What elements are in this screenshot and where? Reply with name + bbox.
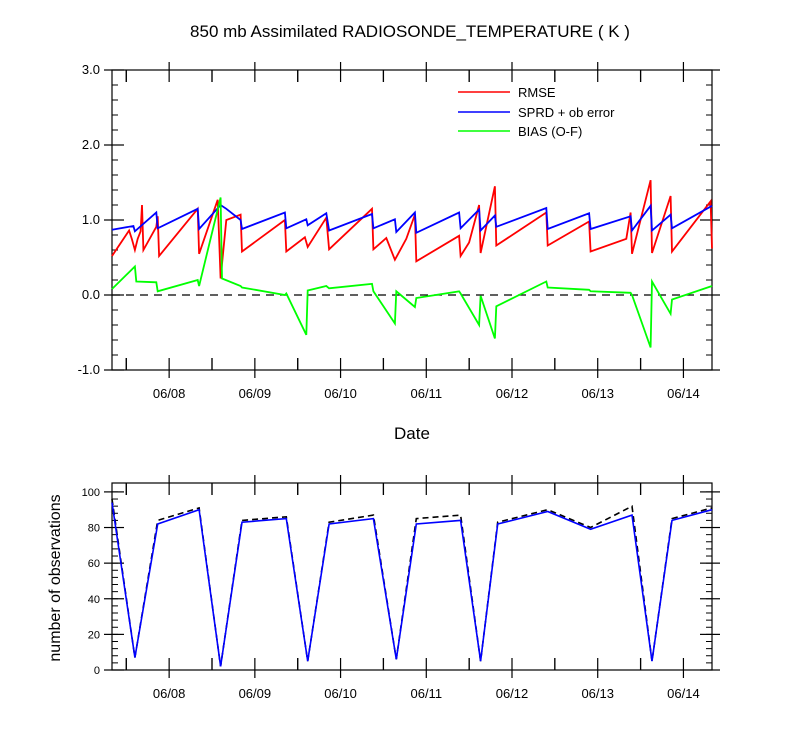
bot-y-tick-label-3: 60 bbox=[88, 558, 100, 570]
top-series-sprd-ob-error bbox=[111, 203, 713, 235]
top-y-tick-label-0: -1.0 bbox=[78, 362, 100, 377]
bottom-panel: 06/08 06/09 06/10 06/11 06/12 06/13 06/14 0 20 4… bbox=[47, 475, 720, 701]
bot-y-tick-label-5: 100 bbox=[82, 487, 100, 499]
y-axis-label-observations: number of observations bbox=[47, 494, 64, 661]
bot-x-tick-label-6: 06/14 bbox=[667, 686, 700, 701]
top-x-ticks: 06/08 06/09 06/10 06/11 06/12 06/13 06/14 bbox=[153, 62, 700, 401]
bot-series-assimilated bbox=[111, 502, 713, 667]
top-x-tick-label-4: 06/12 bbox=[496, 386, 529, 401]
bot-x-tick-label-5: 06/13 bbox=[581, 686, 614, 701]
top-y-tick-label-4: 3.0 bbox=[82, 62, 100, 77]
top-x-tick-label-3: 06/11 bbox=[410, 386, 442, 401]
legend-label-sprd: SPRD + ob error bbox=[518, 105, 615, 120]
bottom-x-ticks: 06/08 06/09 06/10 06/11 06/12 06/13 06/14 bbox=[153, 475, 700, 701]
bottom-y-ticks: 0 20 40 60 80 100 bbox=[82, 487, 720, 677]
top-y-tick-label-1: 0.0 bbox=[82, 287, 100, 302]
top-y-ticks: -1.0 0.0 1.0 2.0 3.0 bbox=[78, 62, 720, 377]
x-axis-label: Date bbox=[394, 424, 430, 443]
top-series-bias-o-f bbox=[111, 197, 713, 348]
bot-y-tick-label-1: 20 bbox=[88, 629, 100, 641]
bottom-plot-frame bbox=[111, 482, 713, 671]
chart-title: 850 mb Assimilated RADIOSONDE_TEMPERATUR… bbox=[190, 22, 630, 41]
bot-x-tick-label-1: 06/09 bbox=[239, 686, 272, 701]
top-x-tick-label-1: 06/09 bbox=[239, 386, 272, 401]
bot-x-tick-label-0: 06/08 bbox=[153, 686, 186, 701]
top-x-tick-label-6: 06/14 bbox=[667, 386, 700, 401]
top-y-tick-label-2: 1.0 bbox=[82, 212, 100, 227]
bot-y-tick-label-2: 40 bbox=[88, 594, 100, 606]
bot-x-tick-label-3: 06/11 bbox=[410, 686, 442, 701]
bot-y-tick-label-0: 0 bbox=[94, 665, 100, 677]
top-x-tick-label-0: 06/08 bbox=[153, 386, 186, 401]
legend: RMSE SPRD + ob error BIAS (O-F) bbox=[458, 85, 615, 139]
bottom-minor-ticks bbox=[112, 483, 712, 671]
legend-label-bias: BIAS (O-F) bbox=[518, 124, 582, 139]
bot-y-tick-label-4: 80 bbox=[88, 523, 100, 535]
top-minor-ticks bbox=[112, 69, 712, 371]
bot-x-tick-label-4: 06/12 bbox=[496, 686, 529, 701]
top-y-tick-label-3: 2.0 bbox=[82, 137, 100, 152]
bottom-series-lines bbox=[111, 498, 713, 667]
top-x-tick-label-5: 06/13 bbox=[581, 386, 614, 401]
top-series-lines bbox=[111, 179, 713, 348]
top-panel: 06/08 06/09 06/10 06/11 06/12 06/13 06/14 -1.0… bbox=[78, 62, 720, 443]
top-x-tick-label-2: 06/10 bbox=[324, 386, 357, 401]
bot-x-tick-label-2: 06/10 bbox=[324, 686, 357, 701]
legend-label-rmse: RMSE bbox=[518, 85, 556, 100]
